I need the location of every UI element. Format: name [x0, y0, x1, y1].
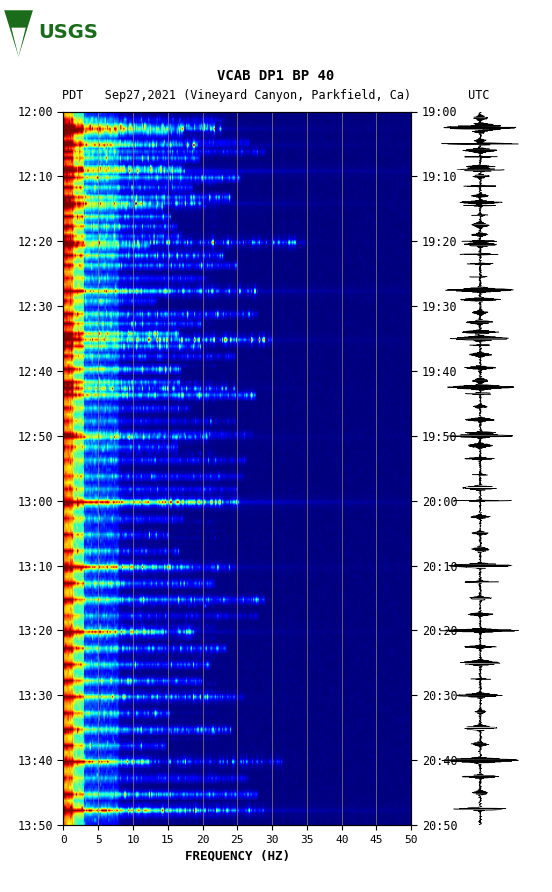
Text: USGS: USGS [39, 23, 98, 42]
Polygon shape [4, 10, 33, 57]
Polygon shape [12, 28, 26, 57]
Text: PDT   Sep27,2021 (Vineyard Canyon, Parkfield, Ca)        UTC: PDT Sep27,2021 (Vineyard Canyon, Parkfie… [62, 89, 490, 102]
X-axis label: FREQUENCY (HZ): FREQUENCY (HZ) [185, 849, 290, 862]
Text: VCAB DP1 BP 40: VCAB DP1 BP 40 [217, 69, 335, 83]
